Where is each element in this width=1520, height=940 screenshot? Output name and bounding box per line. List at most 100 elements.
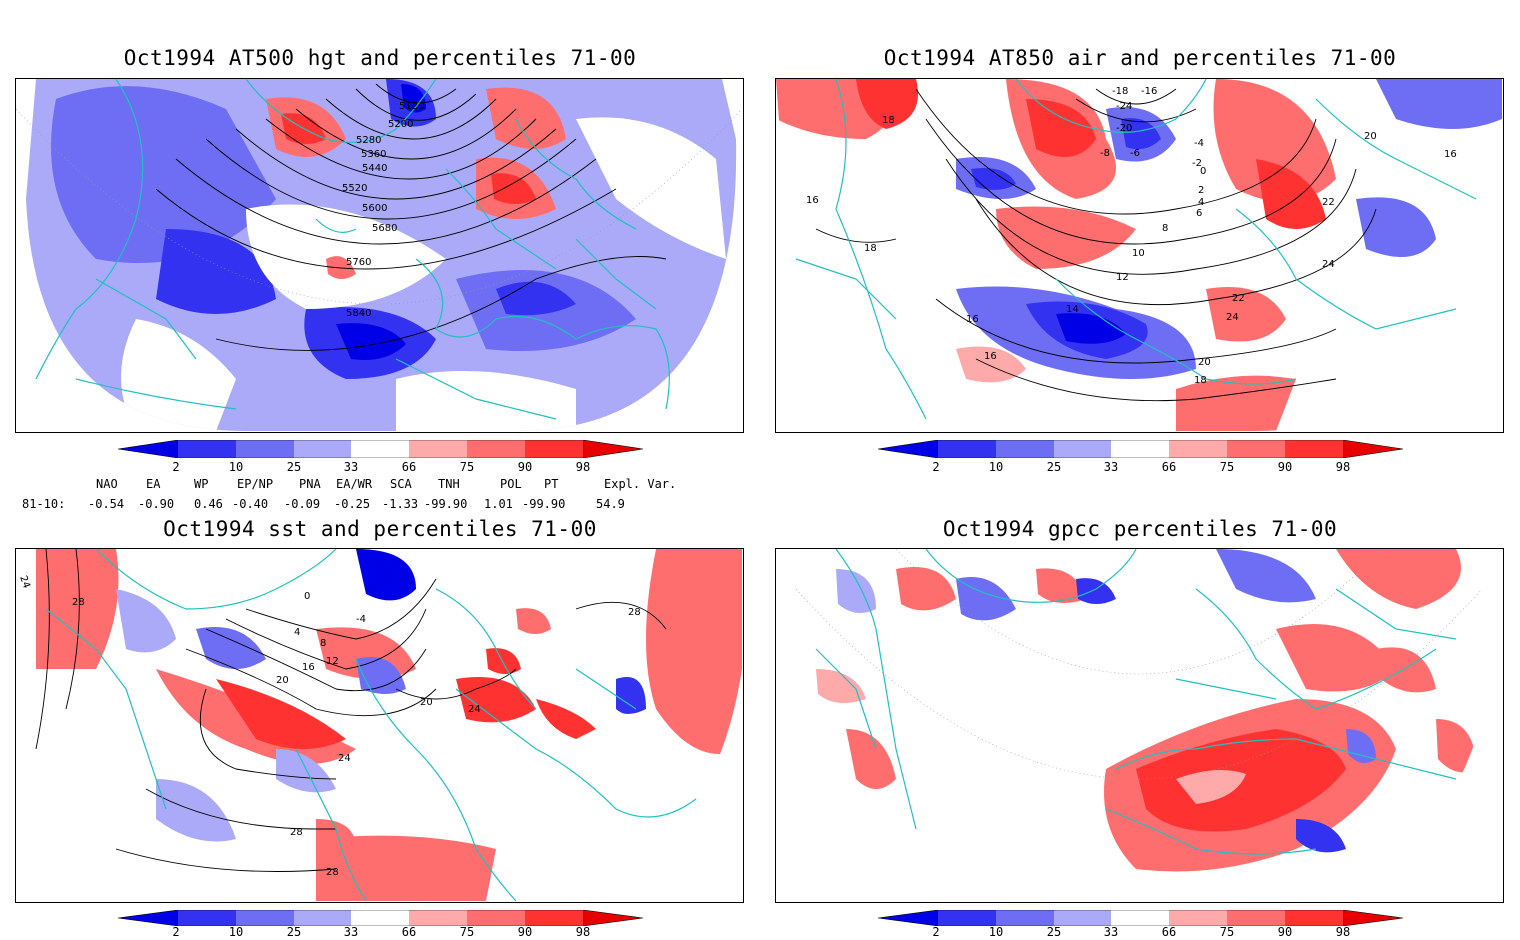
contour-label: 16: [302, 662, 315, 673]
index-value: -0.09: [284, 497, 321, 511]
colorbar-label: 33: [1103, 460, 1119, 474]
contour-label: -6: [1130, 148, 1140, 159]
contour-label: 5120: [399, 101, 424, 112]
contour-label: 28: [628, 607, 641, 618]
contour-label: -8: [1100, 148, 1110, 159]
contour-label: 5280: [356, 135, 381, 146]
contour-label: 8: [320, 638, 326, 649]
contour-label: 8: [1162, 223, 1168, 234]
panel-title-air850: Oct1994 AT850 air and percentiles 71-00: [883, 46, 1397, 70]
contour-label: -4: [1194, 138, 1204, 149]
contour-label: 12: [1116, 272, 1129, 283]
contour-label: -20: [1116, 123, 1132, 134]
contour-label: 16: [984, 351, 997, 362]
index-header: NAO: [96, 477, 118, 491]
index-header: WP: [194, 477, 209, 491]
contour-label: 24: [17, 574, 32, 590]
index-value: -0.90: [138, 497, 175, 511]
colorbar-label: 90: [517, 460, 533, 474]
colorbar-label: 66: [1161, 460, 1177, 474]
contour-label: 16: [806, 195, 819, 206]
contour-label: 5680: [372, 223, 397, 234]
colorbar-label: 33: [343, 460, 359, 474]
index-header: EA: [146, 477, 161, 491]
contour-label: 20: [420, 697, 433, 708]
colorbar-label: 75: [459, 460, 475, 474]
index-value: -99.90: [522, 497, 566, 511]
colorbar-top-right: 2 10 25 33 66 75 90 98: [877, 439, 1404, 476]
colorbar-label: 25: [286, 925, 302, 939]
colorbar-label: 98: [1335, 460, 1351, 474]
contour-label: 4: [1198, 197, 1204, 208]
contour-label: 5360: [361, 149, 386, 160]
index-header: PT: [544, 477, 559, 491]
colorbar-label: 75: [459, 925, 475, 939]
contour-label: -16: [1141, 86, 1157, 97]
colorbar-label: 2: [932, 460, 940, 474]
map-panel-gpcc: [775, 548, 1504, 903]
colorbar-label: 33: [343, 925, 359, 939]
contour-label: 5760: [346, 257, 371, 268]
index-value: 0.46: [194, 497, 223, 511]
contour-label: 16: [1444, 149, 1457, 160]
colorbar-label: 98: [575, 460, 591, 474]
contour-label: 18: [864, 243, 877, 254]
contour-label: 5600: [362, 203, 387, 214]
colorbar-swatches: [117, 909, 644, 927]
index-value: 54.9: [596, 497, 625, 511]
index-header: SCA: [390, 477, 412, 491]
colorbar-label: 66: [401, 460, 417, 474]
contour-label: 16: [966, 314, 979, 325]
colorbar-label: 25: [1046, 925, 1062, 939]
panel-title-sst: Oct1994 sst and percentiles 71-00: [163, 517, 597, 541]
colorbar-bottom-left: 2 10 25 33 66 75 90 98: [117, 909, 644, 940]
colorbar-swatches: [117, 439, 644, 459]
index-value: 1.01: [484, 497, 513, 511]
colorbar-label: 75: [1219, 460, 1235, 474]
index-header: TNH: [438, 477, 460, 491]
contour-label: 22: [1322, 197, 1335, 208]
colorbar-label: 2: [172, 925, 180, 939]
contour-label: 28: [72, 597, 85, 608]
contour-label: -2: [1192, 158, 1202, 169]
colorbar-label: 90: [1277, 925, 1293, 939]
contour-label: 5440: [362, 163, 387, 174]
contour-label: 24: [468, 704, 481, 715]
index-value: -1.33: [382, 497, 419, 511]
colorbar-label: 98: [1335, 925, 1351, 939]
map-panel-sst: 24 28 -4 0 4 8 12 16 20 20 24 24 28 28 2…: [15, 548, 744, 903]
index-row-label: 81-10:: [22, 497, 66, 511]
contour-label: 5520: [342, 183, 367, 194]
colorbar-label: 10: [228, 460, 244, 474]
contour-label: 20: [276, 675, 289, 686]
contour-label: 18: [882, 115, 895, 126]
colorbar-label: 10: [988, 925, 1004, 939]
contour-label: -24: [1116, 101, 1132, 112]
map-panel-hgt500: 5120 5200 5280 5360 5440 5520 5600 5680 …: [15, 78, 744, 433]
colorbar-label: 2: [932, 925, 940, 939]
contour-label: 28: [326, 867, 339, 878]
contour-label: 10: [1132, 248, 1145, 259]
colorbar-swatches: [877, 439, 1404, 459]
index-value: -99.90: [424, 497, 468, 511]
colorbar-label: 98: [575, 925, 591, 939]
colorbar-bottom-right: 2 10 25 33 66 75 90 98: [877, 909, 1404, 940]
contour-label: 5840: [346, 308, 371, 319]
colorbar-label: 25: [286, 460, 302, 474]
panel-title-gpcc: Oct1994 gpcc percentiles 71-00: [942, 517, 1338, 541]
index-value: -0.25: [334, 497, 371, 511]
colorbar-label: 90: [517, 925, 533, 939]
colorbar-label: 66: [401, 925, 417, 939]
colorbar-label: 10: [228, 925, 244, 939]
contour-label: 28: [290, 827, 303, 838]
colorbar-top-left: 2 10 25 33 66 75 90 98: [117, 439, 644, 476]
index-header: POL: [500, 477, 522, 491]
colorbar-label: 66: [1161, 925, 1177, 939]
colorbar-swatches: [877, 909, 1404, 927]
contour-label: 14: [1066, 304, 1079, 315]
contour-label: -18: [1112, 86, 1128, 97]
colorbar-label: 90: [1277, 460, 1293, 474]
contour-label: 5200: [388, 119, 413, 130]
colorbar-label: 2: [172, 460, 180, 474]
colorbar-label: 75: [1219, 925, 1235, 939]
